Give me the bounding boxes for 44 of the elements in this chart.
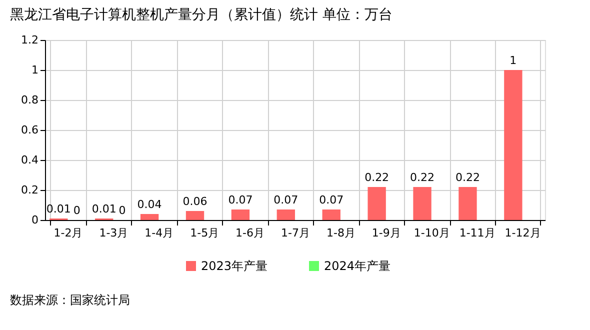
bar [504,70,522,220]
y-tick-label: 0.8 [21,94,38,106]
data-label: 1 [510,54,517,67]
data-label: 0.22 [410,171,435,184]
y-tick-label: 0.2 [21,184,38,196]
y-tick-label: 1 [32,64,38,76]
bar [186,211,204,220]
legend-label: 2023年产量 [201,259,268,273]
bar [276,210,295,220]
x-tick-label: 1-3月 [99,226,128,240]
bar [458,187,477,220]
x-tick-label: 1-7月 [281,226,310,240]
x-tick-label: 1-9月 [372,226,401,240]
data-label: 0.22 [364,171,390,184]
x-tick-label: 1-12月 [504,226,541,240]
y-tick-label: 0 [32,214,38,226]
data-label: 0 [118,204,126,217]
bar [413,187,432,220]
data-label: 0.01 [92,202,116,216]
bar [368,187,386,220]
data-label: 0 [73,204,80,217]
legend-label: 2024年产量 [324,259,391,273]
y-tick-label: 1.2 [21,34,38,46]
x-tick-label: 1-4月 [144,226,174,240]
data-label: 0.04 [137,198,162,211]
x-tick-label: 1-8月 [326,226,356,240]
bar [322,210,340,220]
data-label: 0.07 [274,194,298,206]
source-note: 数据来源：国家统计局 [10,293,130,307]
data-label: 0.01 [46,202,71,216]
x-tick-label: 1-5月 [190,226,220,240]
data-label: 0.06 [182,195,208,208]
x-tick-label: 1-11月 [459,226,496,240]
y-tick-label: 0.4 [21,154,38,166]
x-tick-label: 1-10月 [414,226,450,240]
x-tick-label: 1-2月 [54,226,83,240]
bar [140,214,159,220]
x-tick-label: 1-6月 [236,226,265,240]
data-label: 0.07 [319,194,344,206]
y-tick-label: 0.6 [21,124,38,136]
data-label: 0.22 [455,171,480,184]
data-label: 0.07 [228,194,253,206]
bar [231,210,250,220]
chart-title: 黑龙江省电子计算机整机产量分月（累计值）统计 单位：万台 [10,7,392,23]
